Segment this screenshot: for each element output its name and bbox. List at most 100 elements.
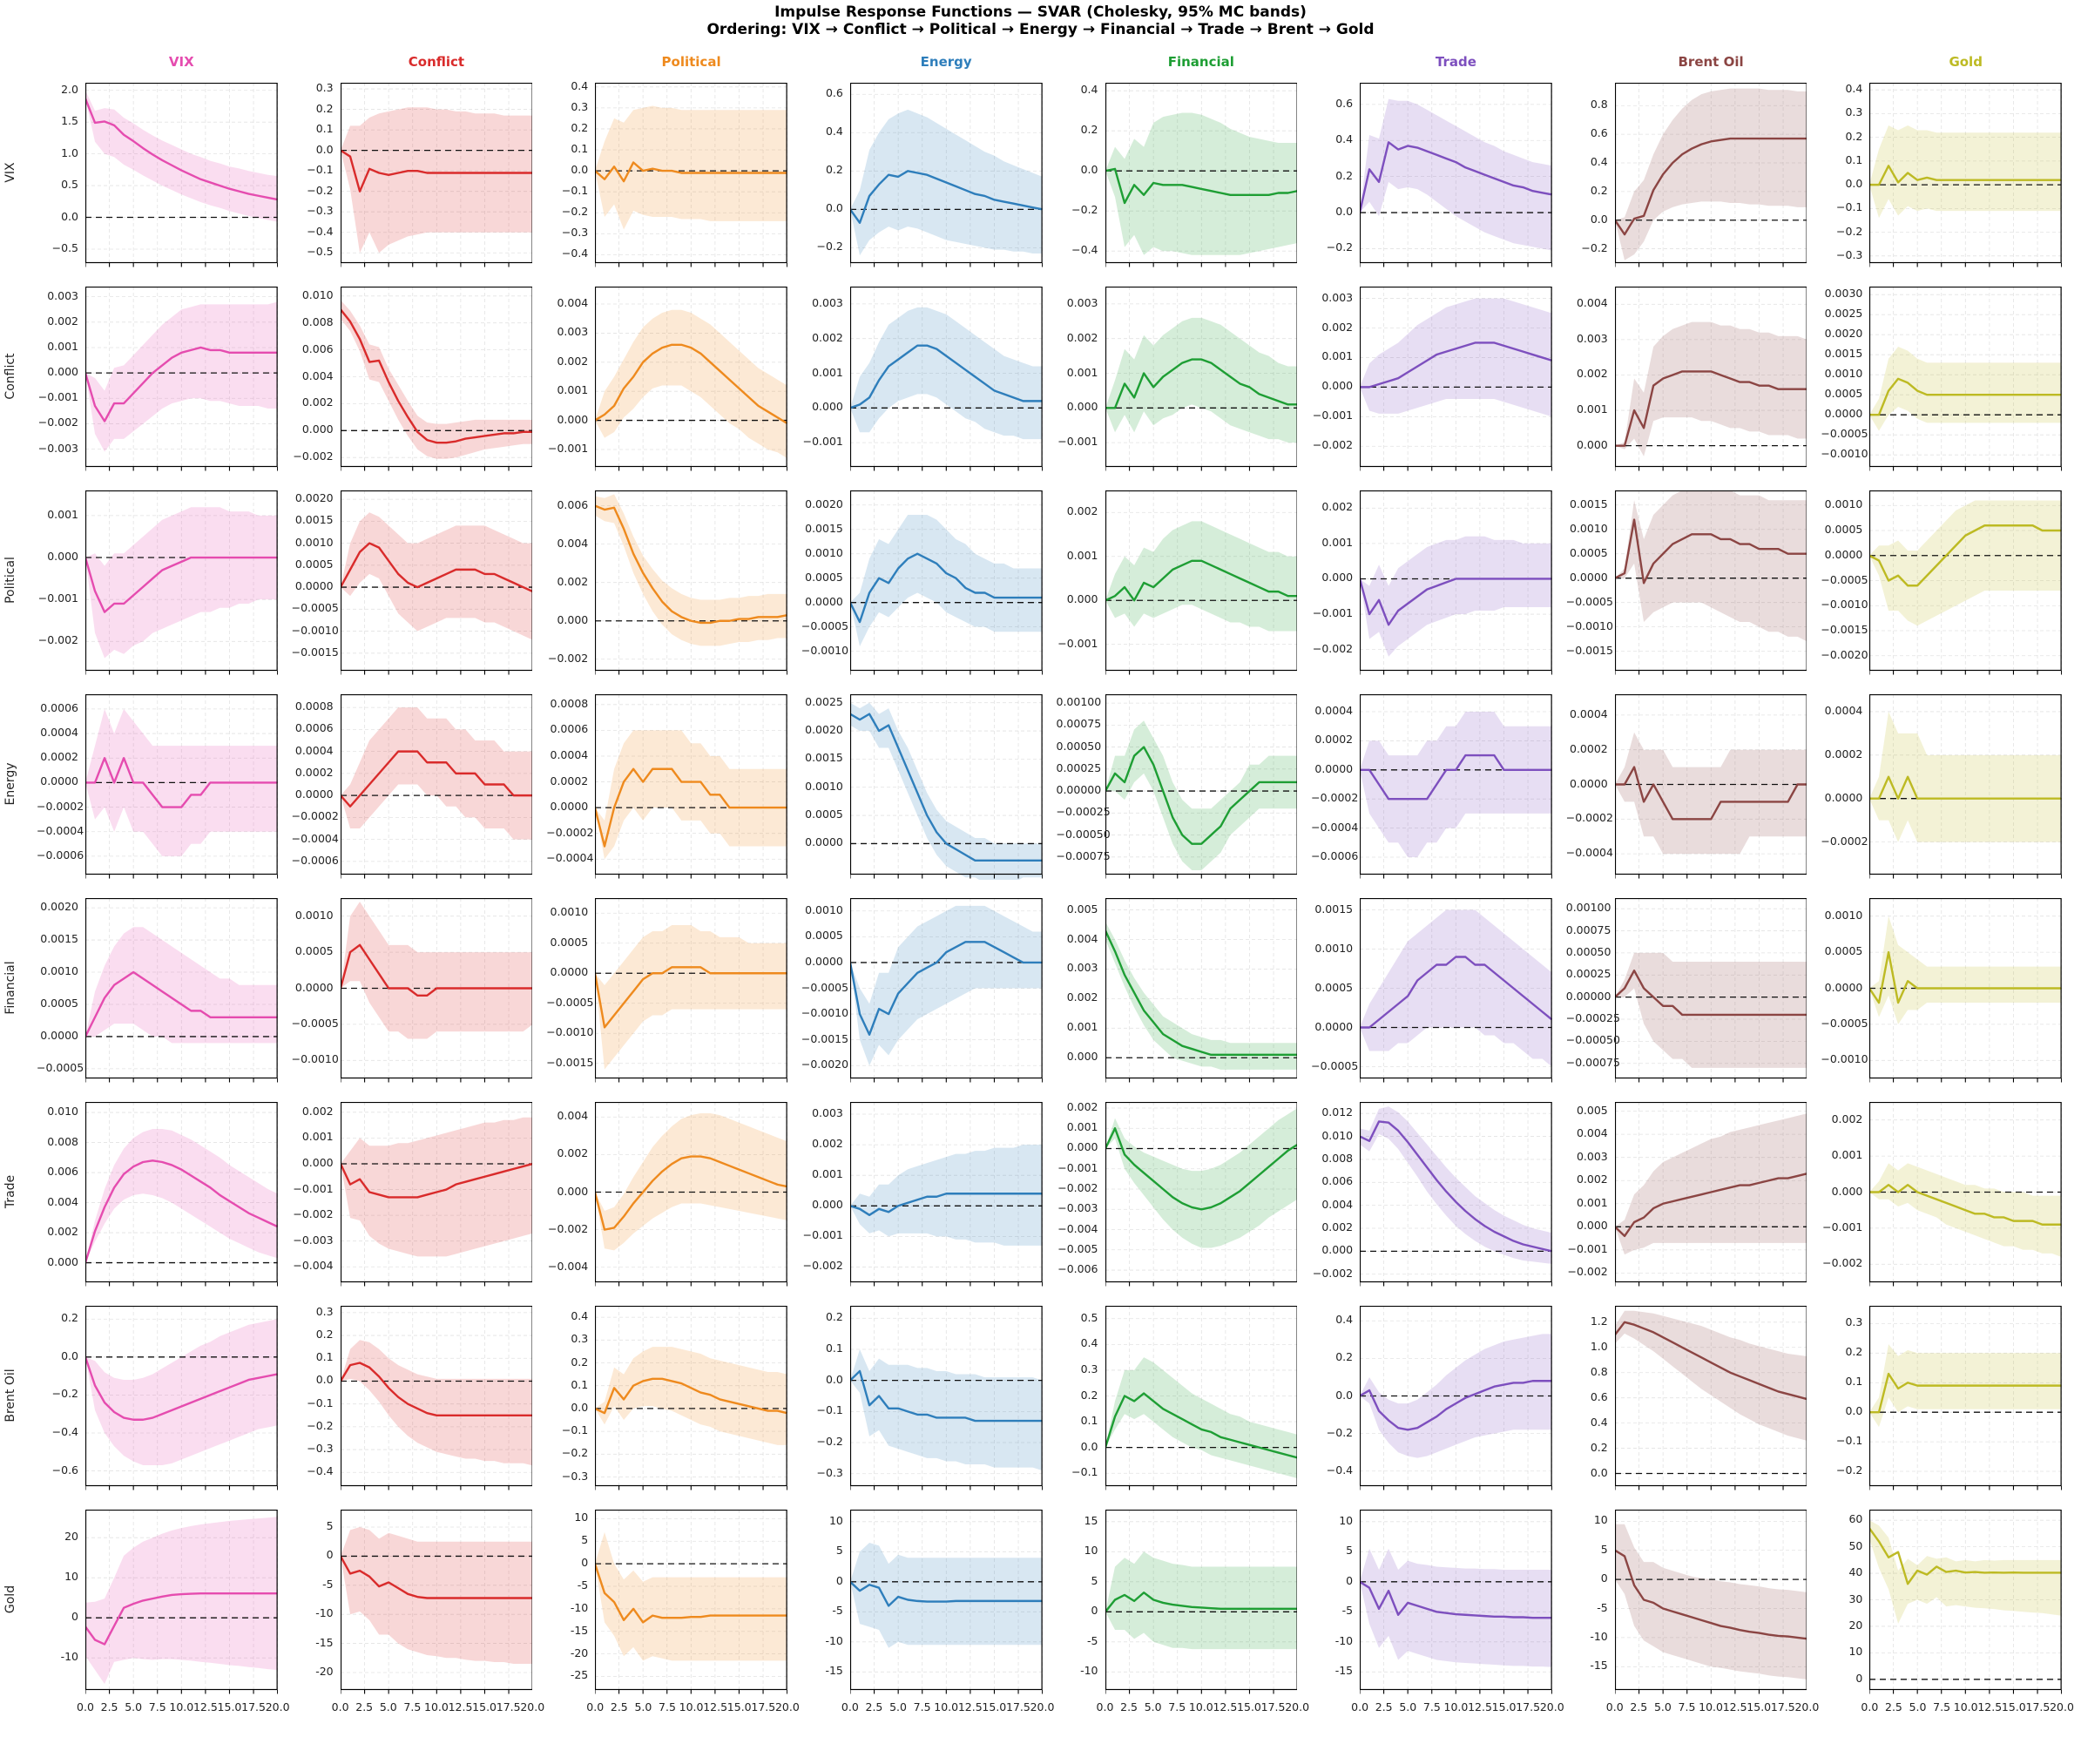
confidence-band xyxy=(340,902,533,1039)
y-tick-label: −0.004 xyxy=(293,1259,334,1273)
y-tick-label: 0.003 xyxy=(1066,961,1098,975)
irf-panel-brent-oil-to-trade xyxy=(1360,1306,1552,1490)
y-tick-label: 0.8 xyxy=(1590,98,1608,112)
y-tick-label: −0.4 xyxy=(561,247,589,260)
y-tick-label: 0.0010 xyxy=(805,902,843,916)
y-tick-label: 0.0005 xyxy=(1824,944,1863,958)
x-tick-label: 10.0 xyxy=(1443,1700,1469,1713)
y-tick-label: 0.1 xyxy=(315,122,334,136)
y-tick-label: 0.5 xyxy=(61,178,78,192)
x-tick-label: 2.5 xyxy=(1375,1700,1393,1713)
y-tick-label: -10 xyxy=(60,1650,78,1664)
irf-mean-line xyxy=(340,1362,533,1416)
x-tick-label: 10.0 xyxy=(934,1700,959,1713)
confidence-band xyxy=(1869,711,2062,842)
irf-mean-line xyxy=(849,170,1043,224)
irf-panel-energy-to-trade xyxy=(1360,694,1552,879)
y-tick-label: 0.0030 xyxy=(1824,287,1863,301)
y-tick-label: -5 xyxy=(832,1604,843,1618)
y-tick-label: 0.0 xyxy=(1080,1439,1098,1453)
y-tick-label: -10 xyxy=(315,1606,334,1620)
y-tick-label: 0.002 xyxy=(1831,1112,1863,1125)
x-tick-label: 20.0 xyxy=(1539,1700,1564,1713)
figure-title-block: Impulse Response Functions — SVAR (Chole… xyxy=(0,3,2081,38)
y-tick-label: 0.004 xyxy=(557,296,589,310)
x-tick-label: 2.5 xyxy=(1885,1700,1902,1713)
y-tick-label: 0.0005 xyxy=(1570,545,1608,559)
irf-mean-line xyxy=(595,1377,787,1415)
y-tick-label: 0.012 xyxy=(1321,1105,1354,1119)
y-tick-label: 0.000 xyxy=(1066,400,1098,414)
irf-panel-political-to-energy xyxy=(849,490,1043,675)
x-tick-label: 12.5 xyxy=(1468,1700,1492,1713)
irf-panel-vix-to-energy xyxy=(849,83,1043,267)
x-tick-label: 17.5 xyxy=(1260,1700,1286,1713)
y-tick-label: 0.0005 xyxy=(805,808,843,821)
irf-mean-line xyxy=(1614,1173,1807,1238)
y-tick-label: 0.0025 xyxy=(1824,307,1863,321)
y-tick-label: 0.004 xyxy=(557,536,589,550)
y-tick-label: 0.002 xyxy=(47,1225,78,1239)
x-tick-label: 5.0 xyxy=(634,1700,652,1713)
x-tick-label: 7.5 xyxy=(1168,1700,1186,1713)
y-tick-label: 0 xyxy=(581,1556,589,1570)
y-tick-label: -5 xyxy=(1341,1604,1354,1618)
y-tick-label: -15 xyxy=(570,1623,589,1637)
irf-panel-political-to-gold xyxy=(1869,490,2062,675)
y-tick-label: 0.3 xyxy=(1845,1315,1863,1329)
y-tick-label: 0.000 xyxy=(301,422,334,436)
y-tick-label: 0.2 xyxy=(1845,1345,1863,1359)
y-tick-label: 0.000 xyxy=(557,612,589,626)
y-tick-label: -25 xyxy=(570,1668,589,1682)
y-tick-label: −0.002 xyxy=(1312,438,1354,452)
y-tick-label: 0.000 xyxy=(1066,1140,1098,1154)
confidence-band xyxy=(1360,909,1552,1067)
y-tick-label: 0.0000 xyxy=(550,965,589,979)
y-tick-label: 1.0 xyxy=(1590,1339,1608,1353)
y-tick-label: −0.002 xyxy=(293,449,334,463)
y-tick-label: 0.0010 xyxy=(294,535,334,549)
y-tick-label: -20 xyxy=(570,1646,589,1659)
confidence-band xyxy=(1614,490,1807,642)
y-tick-label: 0.001 xyxy=(47,507,78,521)
y-tick-label: 0.00000 xyxy=(1056,783,1102,797)
y-tick-label: −0.0002 xyxy=(1311,791,1359,805)
y-tick-label: 0.002 xyxy=(47,314,78,328)
irf-mean-line xyxy=(1360,141,1552,213)
y-tick-label: 0.001 xyxy=(47,339,78,353)
y-tick-label: 0.0005 xyxy=(805,570,843,584)
confidence-band xyxy=(85,1319,278,1466)
y-tick-label: 0.0000 xyxy=(294,579,334,593)
y-tick-label: 0.0005 xyxy=(805,929,843,943)
irf-mean-line xyxy=(1614,137,1807,236)
irf-mean-line xyxy=(1360,1120,1552,1253)
y-tick-label: 0.4 xyxy=(1335,1313,1354,1327)
irf-panel-energy-to-conflict xyxy=(340,694,533,879)
y-tick-label: -10 xyxy=(1334,1633,1354,1647)
y-tick-label: 10 xyxy=(828,1513,843,1527)
y-tick-label: 0.5 xyxy=(1080,1310,1098,1324)
y-tick-label: 0.0 xyxy=(315,1373,334,1387)
row-label-energy: Energy xyxy=(3,762,17,806)
y-tick-label: 0.005 xyxy=(1576,1103,1608,1117)
irf-panel-trade-to-trade xyxy=(1360,1102,1552,1287)
irf-mean-line xyxy=(849,1580,1043,1607)
irf-mean-line xyxy=(340,1555,533,1599)
x-tick-label: 5.0 xyxy=(379,1700,397,1713)
x-tick-label: 5.0 xyxy=(1144,1700,1162,1713)
y-tick-label: 0.0010 xyxy=(40,964,78,978)
irf-panel-energy-to-financial xyxy=(1105,694,1298,879)
y-tick-label: 0 xyxy=(835,1573,843,1587)
confidence-band xyxy=(340,512,533,640)
x-tick-label: 2.5 xyxy=(1630,1700,1648,1713)
y-tick-label: 0.0000 xyxy=(1824,407,1863,421)
x-tick-label: 20.0 xyxy=(520,1700,545,1713)
y-tick-label: -5 xyxy=(322,1577,334,1591)
y-tick-label: −0.3 xyxy=(816,1465,843,1479)
y-tick-label: 10 xyxy=(1339,1513,1354,1527)
y-tick-label: 0 xyxy=(71,1610,78,1624)
irf-mean-line xyxy=(595,504,787,625)
y-tick-label: 10 xyxy=(1593,1513,1608,1527)
confidence-band xyxy=(595,309,787,458)
y-tick-label: -10 xyxy=(825,1633,843,1647)
